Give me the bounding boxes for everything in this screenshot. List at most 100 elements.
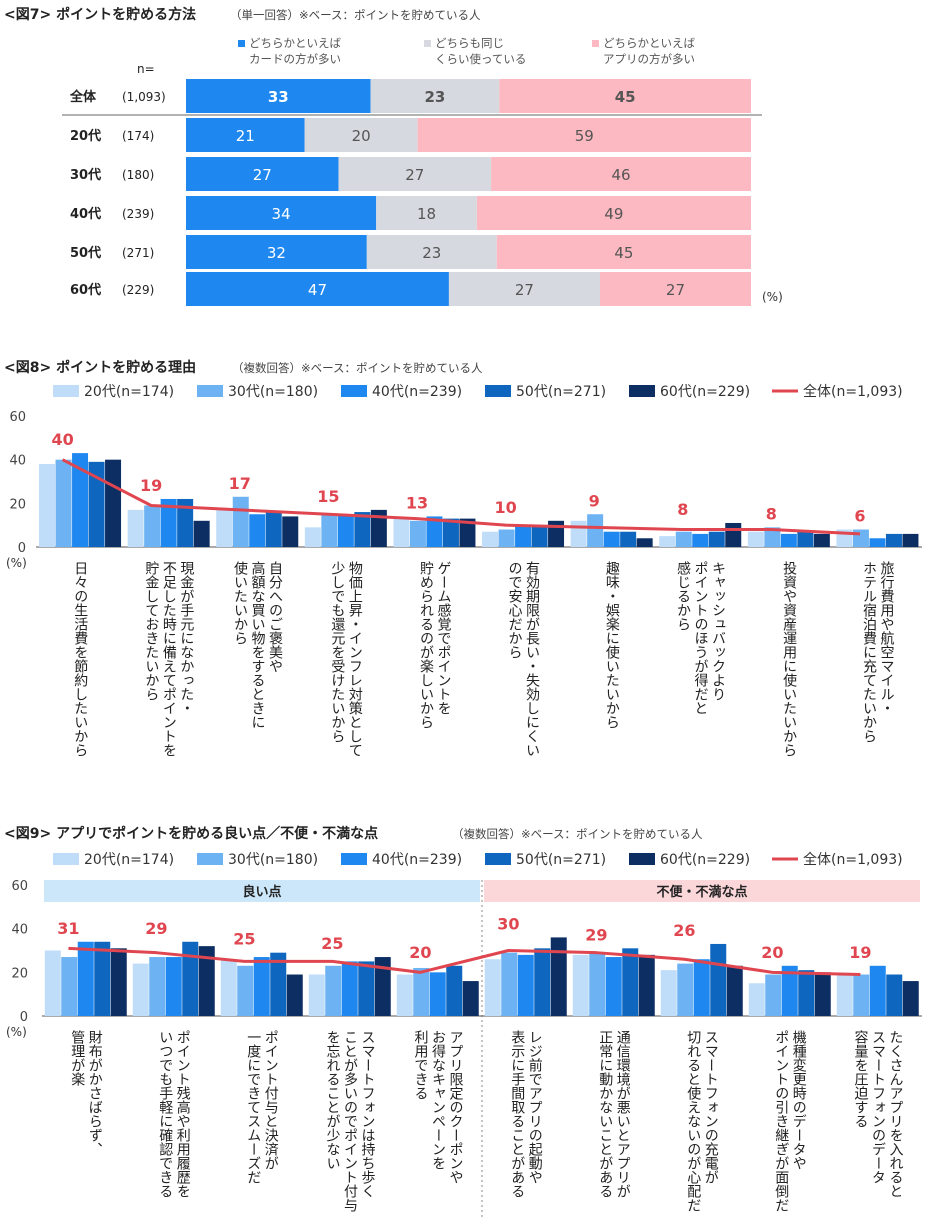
fig7-legend-label: くらい使っている bbox=[435, 52, 526, 66]
fig9-bar bbox=[358, 961, 375, 1016]
fig9-bar bbox=[589, 952, 606, 1016]
fig9-category-label: ポイント付与と決済が bbox=[263, 1030, 279, 1170]
fig8-category-label: 現金が手元になかった・ bbox=[178, 561, 194, 715]
fig7-data-label: 18 bbox=[417, 205, 436, 223]
fig8-bar bbox=[498, 529, 515, 547]
fig8-legend-label: 30代(n=180) bbox=[228, 384, 318, 400]
fig9-category-label: 機種変更時のデータや bbox=[791, 1030, 807, 1170]
fig8-bar bbox=[459, 518, 476, 547]
fig9-category-label: スマートフォンは持ち歩く bbox=[360, 1030, 376, 1198]
fig8-legend-swatch bbox=[53, 385, 79, 397]
fig9-total-label: 26 bbox=[673, 921, 695, 940]
fig9-category-label: 通信環境が悪いとアプリが bbox=[615, 1030, 631, 1198]
fig8-category-label: 高額な買い物をするときに bbox=[250, 560, 266, 729]
fig8-category-label: 少しでも還元を受けたいから bbox=[329, 561, 345, 743]
fig9-legend-swatch bbox=[197, 853, 223, 865]
fig7-bar-segment bbox=[499, 79, 751, 113]
fig7-bar-segment bbox=[304, 118, 418, 152]
fig7-legend-swatch bbox=[238, 40, 245, 47]
fig8-legend-label: 40代(n=239) bbox=[372, 384, 462, 400]
fig8-total-label: 19 bbox=[140, 476, 162, 495]
fig8-total-line bbox=[61, 458, 861, 536]
fig7-data-label: 49 bbox=[604, 205, 623, 223]
fig7-row-n: (271) bbox=[122, 246, 154, 260]
fig8-bar bbox=[747, 531, 764, 547]
fig9-bar bbox=[396, 974, 413, 1016]
fig7-bar-segment bbox=[186, 118, 305, 152]
fig8-category-label: ゲーム感覚でポイントを bbox=[435, 561, 451, 715]
fig9-total-label: 25 bbox=[321, 934, 343, 953]
fig8-legend-swatch bbox=[629, 385, 655, 397]
fig8-bar bbox=[282, 516, 299, 547]
fig9-bar bbox=[710, 943, 727, 1016]
fig9-total-label: 29 bbox=[145, 919, 167, 938]
fig9-legend-swatch bbox=[341, 853, 367, 865]
fig9-category-label: アプリ限定のクーポンや bbox=[448, 1030, 464, 1184]
fig8-bar bbox=[675, 531, 692, 547]
fig7-bar-segment bbox=[338, 157, 492, 191]
fig9-bar bbox=[869, 965, 886, 1016]
fig9-bar bbox=[781, 965, 798, 1016]
fig7-legend-label: どちらかといえば bbox=[603, 36, 695, 50]
fig8-category-label: ので安心だから bbox=[507, 561, 523, 659]
fig8-total-label: 13 bbox=[406, 493, 428, 512]
fig9-category-label: ポイントの引き継ぎが面倒だ bbox=[773, 1030, 789, 1212]
fig7-bar-segment bbox=[496, 235, 751, 269]
fig8-total-label: 8 bbox=[677, 500, 688, 519]
fig9-bar bbox=[149, 957, 166, 1016]
fig7-data-label: 46 bbox=[612, 166, 631, 184]
fig8-bar bbox=[160, 498, 177, 547]
fig9-legend-total-label: 全体(n=1,093) bbox=[803, 851, 903, 868]
fig9-total-label: 31 bbox=[57, 919, 79, 938]
fig9-bar bbox=[693, 959, 710, 1016]
fig9-bar bbox=[484, 959, 501, 1016]
fig9-bar bbox=[605, 957, 622, 1016]
fig9-bar bbox=[572, 954, 589, 1016]
fig9-bar bbox=[220, 959, 237, 1016]
fig8-y-tick: 40 bbox=[9, 454, 26, 469]
fig8-category-label: 投資や資産運用に使いたいから bbox=[781, 561, 797, 757]
fig7-data-label: 27 bbox=[405, 166, 424, 184]
fig9-bar bbox=[814, 972, 831, 1016]
fig9-group-band bbox=[484, 880, 920, 902]
fig9-category-label: 一度にできてスムーズだ bbox=[245, 1030, 261, 1184]
fig7-row-n: (180) bbox=[122, 168, 154, 182]
fig7-bar-segment bbox=[448, 272, 600, 306]
fig9-category-label: お得なキャンペーンを bbox=[430, 1030, 446, 1170]
fig8-legend-label: 50代(n=271) bbox=[516, 384, 606, 400]
fig8-category-label: 貯金しておきたいから bbox=[143, 561, 159, 701]
fig8-note: （複数回答）※ベース：ポイントを貯めている人 bbox=[232, 361, 483, 375]
fig7-bar-segment bbox=[476, 196, 751, 230]
fig9-group-label: 良い点 bbox=[242, 884, 281, 900]
fig8-bar bbox=[409, 520, 426, 547]
fig9-bar bbox=[270, 952, 287, 1016]
fig8-total-label: 8 bbox=[766, 504, 777, 523]
fig9-category-label: スマートフォンの充電が bbox=[703, 1030, 719, 1184]
fig8-bar bbox=[105, 459, 122, 547]
fig8-bar bbox=[587, 514, 604, 547]
fig7-data-label: 45 bbox=[614, 244, 633, 262]
fig7-data-label: 23 bbox=[422, 244, 441, 262]
fig9-legend-swatch bbox=[53, 853, 79, 865]
fig8-bar bbox=[570, 520, 587, 547]
fig8-bar bbox=[216, 509, 233, 547]
fig9-bar bbox=[286, 974, 303, 1016]
fig8-bar bbox=[780, 533, 797, 547]
fig7-data-label: 45 bbox=[615, 88, 636, 106]
fig8-bar bbox=[708, 531, 725, 547]
fig7-row-label: 全体 bbox=[69, 89, 97, 105]
fig9-total-label: 29 bbox=[585, 925, 607, 944]
fig9-category-label: 利用できる bbox=[413, 1030, 429, 1100]
fig9-bar bbox=[748, 983, 765, 1016]
fig9-legend-label: 40代(n=239) bbox=[372, 852, 462, 868]
fig8-bar bbox=[193, 520, 210, 547]
fig9-total-line bbox=[68, 946, 861, 977]
fig8-bar bbox=[659, 536, 676, 547]
fig7-data-label: 20 bbox=[352, 127, 371, 145]
fig9-category-label: 財布がかさばらず、 bbox=[87, 1030, 103, 1156]
fig8-bar bbox=[725, 522, 742, 547]
fig9-bar bbox=[94, 941, 111, 1016]
fig7-row-label: 50代 bbox=[70, 245, 101, 261]
fig8-total-label: 6 bbox=[854, 507, 865, 526]
fig8-bar bbox=[249, 514, 266, 547]
